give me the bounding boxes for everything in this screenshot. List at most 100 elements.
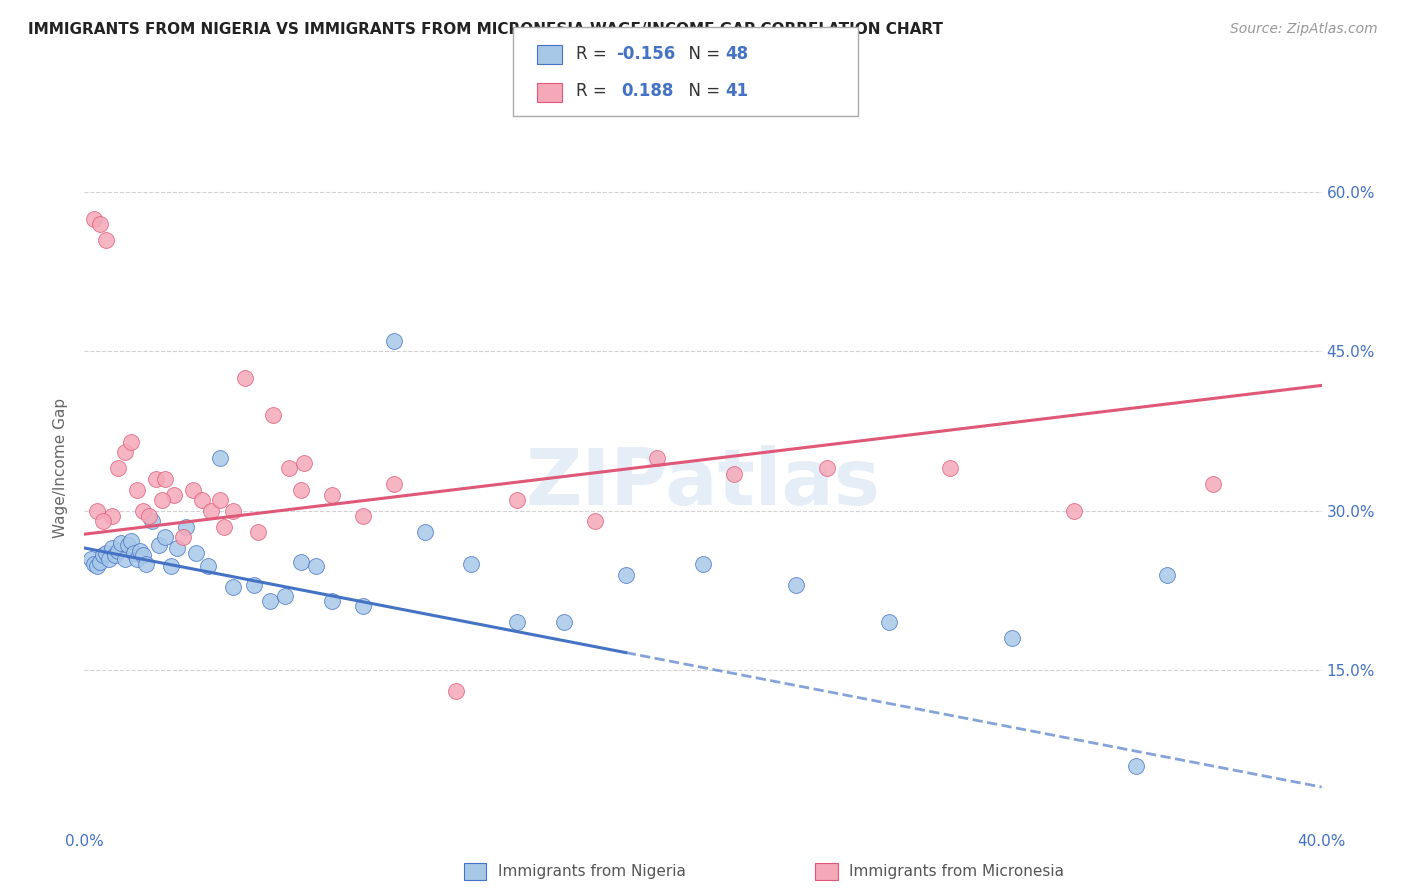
- Point: [290, 483, 312, 497]
- Point: [89, 555, 111, 569]
- Point: [939, 461, 962, 475]
- Point: [138, 509, 160, 524]
- Text: IMMIGRANTS FROM NIGERIA VS IMMIGRANTS FROM MICRONESIA WAGE/INCOME GAP CORRELATIO: IMMIGRANTS FROM NIGERIA VS IMMIGRANTS FR…: [28, 22, 943, 37]
- Point: [785, 578, 807, 592]
- Point: [176, 520, 198, 534]
- Point: [1125, 759, 1147, 773]
- Point: [91, 549, 114, 563]
- Point: [200, 504, 222, 518]
- Point: [117, 538, 139, 552]
- Text: R =: R =: [576, 45, 613, 62]
- Point: [107, 461, 129, 475]
- Point: [233, 371, 256, 385]
- Text: Immigrants from Nigeria: Immigrants from Nigeria: [498, 864, 686, 879]
- Text: ZIPatlas: ZIPatlas: [526, 445, 880, 521]
- Point: [86, 504, 108, 518]
- Point: [148, 538, 170, 552]
- Point: [125, 483, 148, 497]
- Point: [79, 551, 101, 566]
- Point: [292, 456, 315, 470]
- Point: [129, 544, 152, 558]
- Point: [1063, 504, 1085, 518]
- Point: [583, 515, 606, 529]
- Point: [166, 541, 188, 555]
- Point: [83, 557, 105, 571]
- Point: [246, 524, 269, 539]
- Point: [83, 211, 105, 226]
- Point: [274, 589, 297, 603]
- Point: [259, 594, 281, 608]
- Point: [125, 551, 148, 566]
- Point: [352, 599, 374, 614]
- Point: [197, 559, 219, 574]
- Point: [122, 546, 145, 560]
- Point: [101, 509, 124, 524]
- Point: [104, 549, 127, 563]
- Point: [382, 477, 405, 491]
- Point: [277, 461, 299, 475]
- Point: [352, 509, 374, 524]
- Point: [172, 530, 194, 544]
- Point: [877, 615, 900, 630]
- Point: [101, 541, 124, 555]
- Point: [506, 493, 529, 508]
- Point: [110, 535, 132, 549]
- Point: [382, 334, 405, 348]
- Point: [132, 504, 155, 518]
- Point: [94, 546, 117, 560]
- Point: [114, 445, 136, 459]
- Point: [222, 580, 245, 594]
- Point: [120, 533, 142, 548]
- Point: [222, 504, 245, 518]
- Text: R =: R =: [576, 82, 617, 101]
- Point: [1202, 477, 1225, 491]
- Point: [163, 488, 186, 502]
- Point: [86, 559, 108, 574]
- Point: [614, 567, 637, 582]
- Point: [506, 615, 529, 630]
- Point: [181, 483, 204, 497]
- Point: [723, 467, 745, 481]
- Point: [815, 461, 838, 475]
- Point: [150, 493, 173, 508]
- Point: [184, 546, 207, 560]
- Point: [321, 488, 343, 502]
- Point: [153, 472, 176, 486]
- Point: [120, 434, 142, 449]
- Text: N =: N =: [678, 82, 725, 101]
- Point: [1001, 632, 1024, 646]
- Point: [132, 549, 155, 563]
- Point: [160, 559, 183, 574]
- Point: [94, 233, 117, 247]
- Point: [460, 557, 482, 571]
- Point: [413, 524, 436, 539]
- Text: 41: 41: [725, 82, 748, 101]
- Point: [553, 615, 575, 630]
- Text: N =: N =: [678, 45, 725, 62]
- Point: [141, 515, 163, 529]
- Text: 0.188: 0.188: [621, 82, 673, 101]
- Point: [290, 555, 312, 569]
- Text: Immigrants from Micronesia: Immigrants from Micronesia: [849, 864, 1064, 879]
- Point: [209, 450, 232, 465]
- Point: [444, 684, 467, 698]
- Point: [262, 408, 284, 422]
- Point: [98, 551, 121, 566]
- Point: [135, 557, 157, 571]
- Point: [114, 551, 136, 566]
- Point: [645, 450, 668, 465]
- Point: [191, 493, 214, 508]
- Point: [321, 594, 343, 608]
- Point: [91, 515, 114, 529]
- Point: [305, 559, 328, 574]
- Point: [692, 557, 714, 571]
- Y-axis label: Wage/Income Gap: Wage/Income Gap: [53, 398, 69, 539]
- Point: [89, 217, 111, 231]
- Point: [243, 578, 266, 592]
- Text: Source: ZipAtlas.com: Source: ZipAtlas.com: [1230, 22, 1378, 37]
- Point: [1156, 567, 1178, 582]
- Point: [145, 472, 167, 486]
- Text: 48: 48: [725, 45, 748, 62]
- Point: [209, 493, 232, 508]
- Point: [107, 544, 129, 558]
